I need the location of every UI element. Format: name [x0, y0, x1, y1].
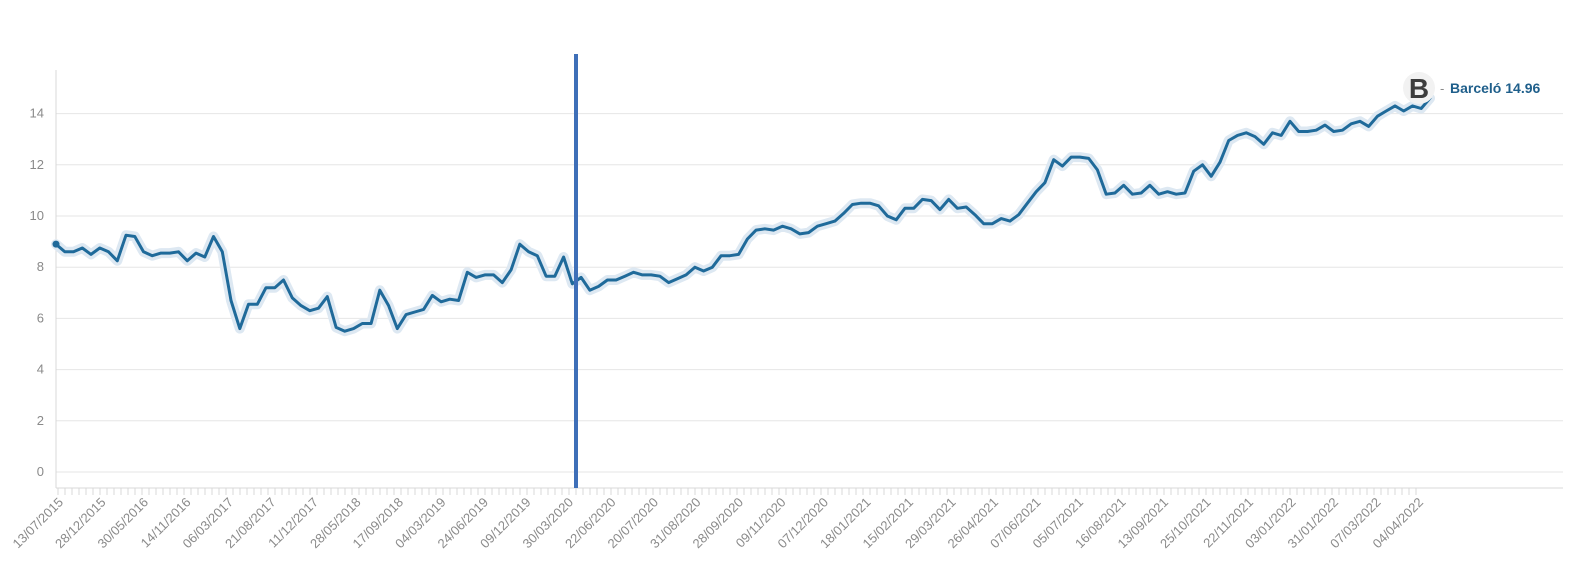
x-axis-tick-labels: 13/07/201528/12/201530/05/201614/11/2016…	[9, 495, 1426, 552]
series-barcelo[interactable]	[51, 93, 1435, 337]
y-tick-label: 10	[30, 208, 44, 223]
end-value-label: Barceló 14.96	[1450, 80, 1540, 96]
x-axis	[55, 70, 1563, 495]
y-tick-label: 4	[37, 362, 44, 377]
series-line[interactable]	[54, 96, 1432, 333]
y-tick-label: 6	[37, 310, 44, 325]
y-tick-label: 12	[30, 157, 44, 172]
series-end-label: B - Barceló 14.96	[1403, 72, 1540, 104]
date-marker[interactable]	[574, 54, 578, 488]
y-tick-label: 14	[30, 106, 44, 121]
y-tick-label: 2	[37, 413, 44, 428]
end-label-dash: -	[1440, 81, 1444, 96]
y-tick-label: 0	[37, 464, 44, 479]
marker-line[interactable]	[574, 54, 578, 488]
barcelo-logo-icon	[1403, 72, 1435, 104]
barcelo-logo-letter: B	[1409, 73, 1429, 104]
y-tick-label: 8	[37, 259, 44, 274]
y-axis-ticks: 0 2 4 6 8 10 12 14	[30, 106, 44, 479]
series-start-point[interactable]	[52, 240, 60, 248]
grid-lines	[56, 113, 1563, 473]
